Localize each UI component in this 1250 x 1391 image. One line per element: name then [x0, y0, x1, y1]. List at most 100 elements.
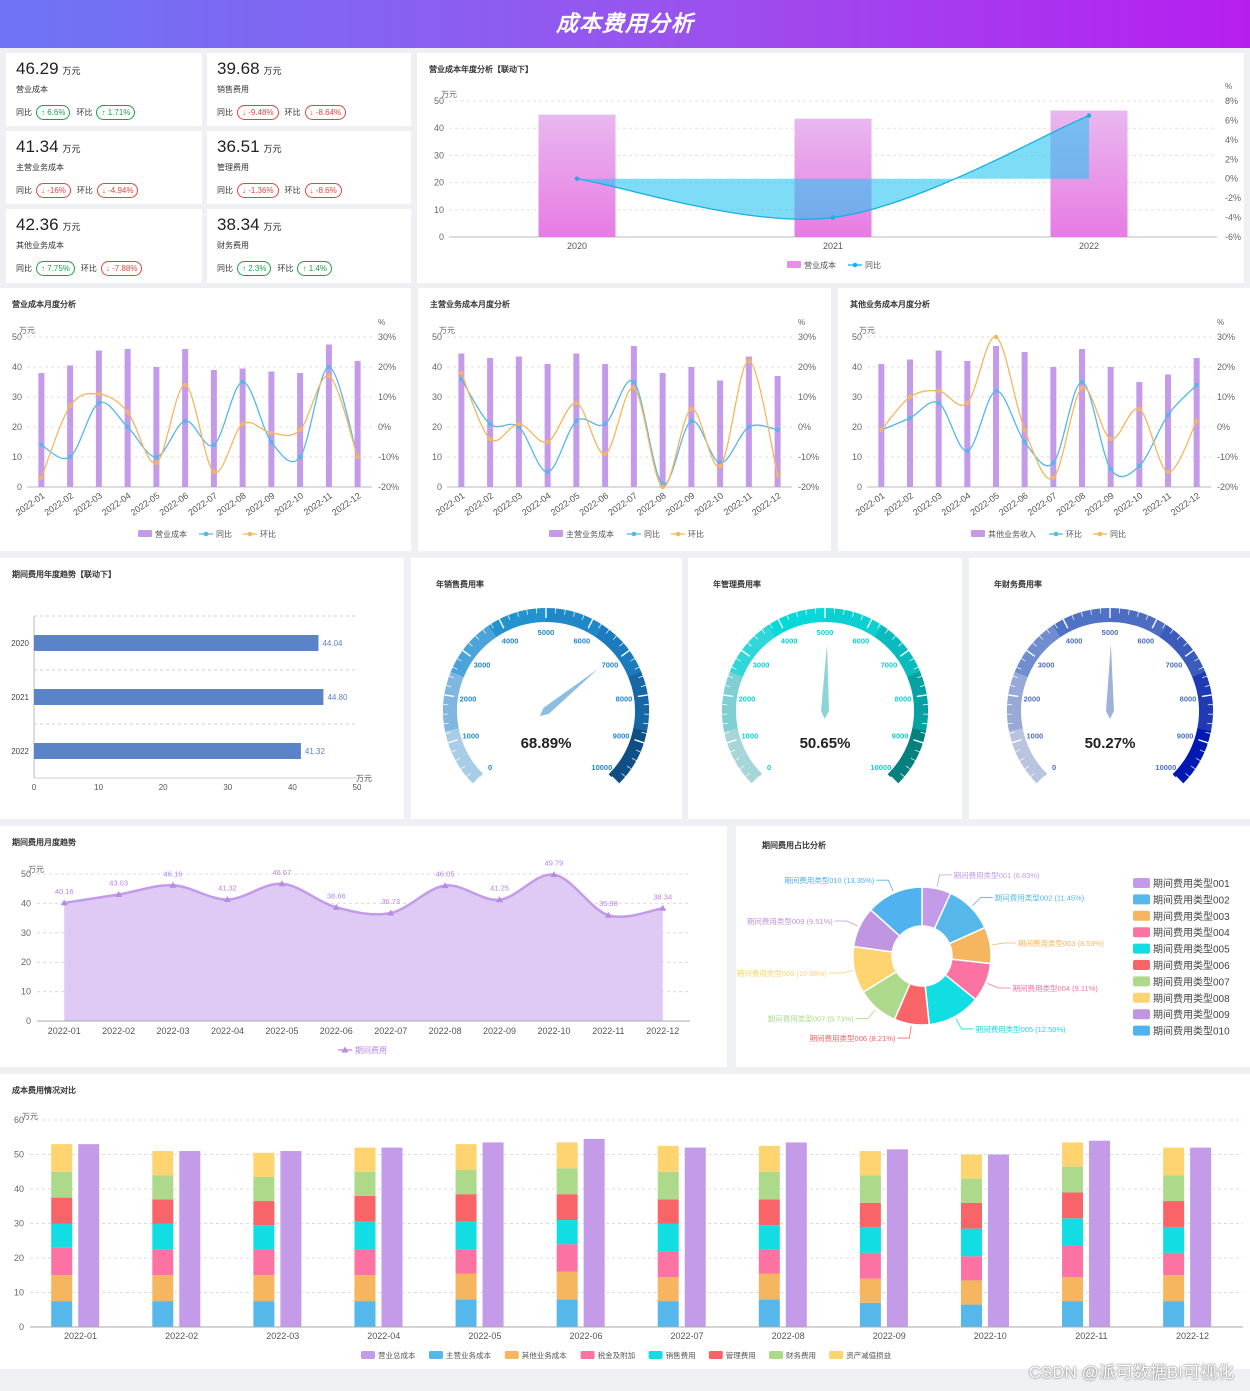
gauge-tick — [899, 649, 909, 657]
gauge-tick-label: 3000 — [1038, 661, 1055, 670]
monthly-operating-cost-chart: 0 10 20 30 40 50 -20% -10% 0% 10% 20% 30% 万元% 2022-01… — [12, 318, 399, 539]
data-label: 41.25 — [490, 884, 509, 893]
gauge-tick — [1176, 635, 1181, 640]
total-bar — [482, 1142, 504, 1327]
line-point — [516, 421, 522, 427]
chart-title: 期间费用年度趋势【联动下】 — [12, 570, 116, 579]
gauge-tick — [910, 757, 916, 761]
legend-label: 税金及附加 — [598, 1350, 636, 1360]
x-tick-label: 2022-02 — [882, 490, 915, 517]
mom-badge: ↓ -4.94% — [96, 183, 139, 198]
gauge-tick-label: 2000 — [739, 695, 756, 704]
legend-label: 同比 — [865, 260, 881, 270]
bar — [38, 373, 45, 487]
gauge-tick-label: 6000 — [1138, 637, 1155, 646]
line-point — [965, 400, 970, 406]
stacked-bar-segment — [455, 1194, 477, 1222]
line-point — [125, 409, 130, 415]
y-tick-label: 20 — [852, 422, 862, 432]
y-tick-label: 10 — [852, 452, 862, 462]
legend-swatch — [648, 1351, 663, 1359]
line-point — [297, 427, 303, 433]
stacked-bar-segment — [152, 1275, 174, 1302]
x-tick-label: 2022-05 — [265, 1026, 298, 1036]
finance-expense-rate-gauge-card: 年财务费用率 0 1000 2000 3000 4000 5000 6000 7000 8000… — [969, 558, 1250, 819]
gauge-tick — [736, 658, 741, 662]
area-point — [496, 896, 504, 903]
gauge-band — [1192, 671, 1213, 732]
y-axis-unit: 万元 — [439, 326, 455, 335]
bar — [182, 349, 189, 487]
x-tick-label: 50 — [353, 783, 362, 792]
kpi-value: 39.68 — [217, 59, 260, 78]
sales-expense-rate-gauge-card: 年销售费用率 0 1000 2000 3000 4000 5000 6000 7000 8000… — [411, 558, 682, 819]
x-tick-label: 2022-07 — [671, 1331, 704, 1341]
label-line — [955, 1018, 974, 1030]
y-tick-label: 50 — [14, 1150, 24, 1160]
kpi-name: 其他业务成本 — [16, 241, 64, 250]
stacked-bar-segment — [1062, 1166, 1084, 1193]
legend-swatch — [138, 530, 152, 537]
x-tick-label: 2022-12 — [1169, 490, 1202, 517]
kpi-card-operating-cost[interactable]: 46.29 万元 营业成本 同比 ↑ 6.6% 环比 ↑ 1.71% — [6, 53, 202, 126]
monthly-main-business-cost-card: 主营业务成本月度分析 0 10 20 30 40 50 -20% -10% 0% 10% 20% 30… — [418, 288, 831, 551]
legend-swatch — [1133, 960, 1150, 970]
gauge-tick — [631, 757, 637, 761]
gauge-tick — [460, 765, 466, 770]
monthly-main-business-cost-chart: 0 10 20 30 40 50 -20% -10% 0% 10% 20% 30% 万元% 2022-01… — [432, 318, 819, 539]
x-tick-label: 2022-05 — [468, 1331, 501, 1341]
bar — [630, 346, 637, 487]
stacked-bar-segment — [1062, 1142, 1084, 1167]
bar — [34, 635, 319, 651]
gauge-tick — [1016, 666, 1022, 670]
y-tick-label: 10 — [432, 452, 442, 462]
y-tick-label: 60 — [14, 1115, 24, 1125]
line-point — [154, 460, 159, 466]
annual-cost-chart: 0 10 20 30 40 50 -6% -4% -2% 0% 2% 4% 6% 8% 万元% 2020 202… — [434, 82, 1241, 270]
legend-swatch-dot — [852, 262, 858, 268]
gauge-tick — [498, 618, 505, 629]
x-tick-label: 2022-09 — [244, 490, 277, 517]
kpi-card-finance-expense[interactable]: 38.34 万元 财务费用 同比 ↑ 2.3% 环比 ↑ 1.4% — [207, 209, 411, 283]
y-tick-label: 30 — [432, 392, 442, 402]
stacked-bar-segment — [960, 1202, 982, 1229]
kpi-card-main-business-cost[interactable]: 41.34 万元 主营业务成本 同比 ↓ -16% 环比 ↓ -4.94% — [6, 131, 202, 204]
x-tick-label: 2022-11 — [1141, 490, 1173, 517]
x-tick-label: 2020 — [567, 241, 587, 251]
kpi-card-sales-expense[interactable]: 39.68 万元 销售费用 同比 ↓ -9.48% 环比 ↓ -8.64% — [207, 53, 411, 126]
gauge-tick — [866, 618, 873, 629]
gauge-tick-label: 6000 — [574, 637, 591, 646]
page-title: 成本费用分析 — [0, 0, 1250, 48]
y-tick-label: 0 — [19, 1322, 24, 1332]
gauge-pointer — [539, 668, 599, 717]
slice-label: 期间费用类型001 (6.83%) — [954, 870, 1040, 880]
bar — [993, 346, 999, 487]
stacked-bar-segment — [455, 1221, 477, 1250]
gauge-tick — [1128, 609, 1130, 615]
kpi-card-other-business-cost[interactable]: 42.36 万元 其他业务成本 同比 ↑ 7.75% 环比 ↓ -7.88% — [6, 209, 202, 283]
gauge-tick — [1054, 623, 1058, 629]
gauge-tick — [795, 611, 798, 617]
stacked-bar-segment — [152, 1301, 174, 1327]
legend-label: 同比 — [644, 529, 660, 539]
y-tick-label: 10 — [14, 1288, 24, 1298]
x-tick-label: 2022-06 — [569, 1331, 602, 1341]
stacked-bar-segment — [1062, 1301, 1084, 1327]
gauge-band — [887, 728, 927, 785]
donut-slice — [869, 886, 923, 937]
line-point — [67, 403, 73, 409]
x-tick-label: 2022-05 — [549, 490, 582, 517]
line-point — [1137, 463, 1142, 469]
gauge-tick — [643, 722, 649, 725]
x-tick-label: 2022-11 — [302, 490, 334, 517]
stacked-bar-segment — [556, 1271, 578, 1300]
kpi-card-admin-expense[interactable]: 36.51 万元 管理费用 同比 ↓ -1.36% 环比 ↓ -8.6% — [207, 131, 411, 204]
gauge-tick — [754, 635, 759, 640]
y2-tick-label: 0% — [378, 422, 391, 432]
legend-swatch — [829, 1351, 844, 1359]
y2-tick-label: 10% — [378, 392, 396, 402]
y-tick-label: 50 — [852, 332, 862, 342]
stacked-bar-segment — [758, 1249, 780, 1274]
gauge-tick — [490, 623, 494, 629]
gauge-tick — [447, 739, 458, 744]
